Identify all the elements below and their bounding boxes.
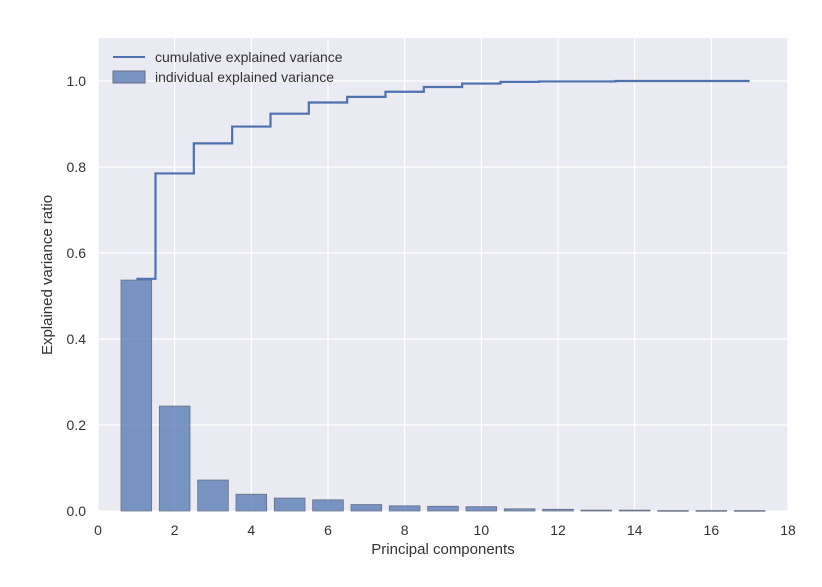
individual-variance-bar <box>580 509 613 512</box>
y-tick-label: 0.0 <box>67 503 87 519</box>
plot-background <box>98 38 788 511</box>
legend-label-individual: individual explained variance <box>155 69 334 85</box>
x-tick-label: 12 <box>550 522 566 538</box>
individual-variance-bar <box>427 505 459 512</box>
individual-variance-bar <box>158 405 191 512</box>
x-tick-label: 14 <box>627 522 643 538</box>
individual-variance-bar <box>695 510 728 512</box>
x-axis-label: Principal components <box>371 541 514 558</box>
x-tick-label: 18 <box>780 522 796 538</box>
x-tick-label: 6 <box>324 522 332 538</box>
individual-variance-bar <box>388 505 421 512</box>
individual-variance-bar <box>197 479 229 512</box>
individual-variance-bar <box>120 279 153 512</box>
y-tick-label: 0.6 <box>67 245 87 261</box>
individual-variance-bar <box>273 497 306 512</box>
individual-variance-bar <box>312 499 344 512</box>
line-layer <box>136 79 750 280</box>
x-tick-label: 2 <box>171 522 179 538</box>
x-tick-label: 0 <box>94 522 102 538</box>
individual-variance-bar <box>733 510 766 512</box>
y-tick-label: 0.2 <box>67 417 87 433</box>
individual-variance-bar <box>542 508 574 512</box>
x-tick-label: 4 <box>247 522 255 538</box>
bars-layer <box>120 279 766 512</box>
x-tick-label: 8 <box>401 522 409 538</box>
y-tick-label: 0.4 <box>67 331 87 347</box>
y-tick-label: 1.0 <box>67 73 87 89</box>
y-tick-label: 0.8 <box>67 159 87 175</box>
individual-variance-bar <box>235 493 268 512</box>
ticks-layer: 0 2 4 6 8 10 12 14 16 18 0.0 0.2 0.4 0.6 0.8 1.0 <box>67 73 796 538</box>
individual-variance-bar <box>657 510 689 512</box>
legend-bar-swatch <box>112 70 146 84</box>
individual-variance-bar <box>503 508 536 512</box>
individual-variance-bar <box>350 504 383 512</box>
individual-variance-bar <box>465 506 498 512</box>
legend: cumulative explained variance individual… <box>112 49 343 85</box>
individual-variance-bar <box>618 509 651 512</box>
y-axis-label: Explained variance ratio <box>39 195 56 355</box>
x-tick-label: 10 <box>474 522 490 538</box>
cumulative-variance-step-line <box>136 79 750 280</box>
legend-label-cumulative: cumulative explained variance <box>155 49 343 65</box>
x-tick-label: 16 <box>704 522 720 538</box>
